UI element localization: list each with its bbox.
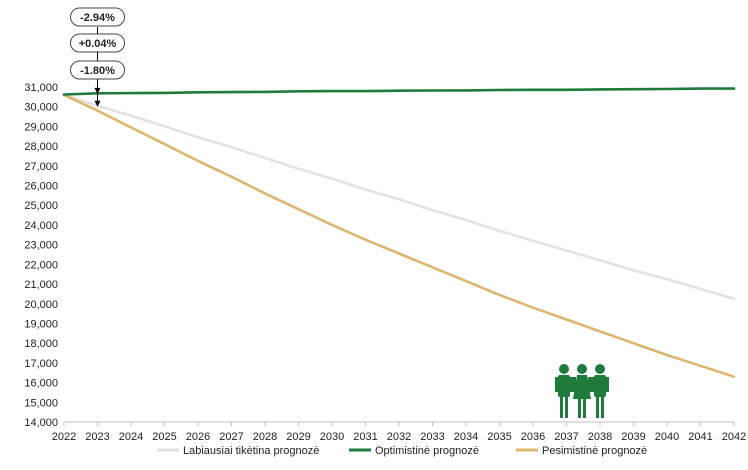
person-arm xyxy=(606,377,609,392)
people-group-icon xyxy=(555,364,609,418)
person-leg xyxy=(578,397,581,418)
legend-label: Optimistinė prognozė xyxy=(375,445,479,457)
person-leg xyxy=(565,397,568,418)
x-tick-label: 2031 xyxy=(353,431,377,443)
y-tick-label: 18,000 xyxy=(24,338,58,350)
person-leg xyxy=(560,397,563,418)
person-arm xyxy=(570,377,573,392)
series-line-3 xyxy=(62,93,736,379)
x-tick-label: 2029 xyxy=(286,431,310,443)
x-tick-label: 2026 xyxy=(186,431,210,443)
legend-label: Labiausiai tikėtina prognozė xyxy=(183,445,319,457)
y-tick-label: 31,000 xyxy=(24,82,58,94)
x-tick-label: 2025 xyxy=(152,431,176,443)
x-tick-label: 2033 xyxy=(420,431,444,443)
x-tick-label: 2027 xyxy=(219,431,243,443)
annotation-arrowhead xyxy=(94,100,101,107)
person-leg xyxy=(601,397,604,418)
x-tick-label: 2034 xyxy=(454,431,478,443)
series-lines xyxy=(62,87,736,379)
y-tick-label: 15,000 xyxy=(24,397,58,409)
x-tick-label: 2030 xyxy=(320,431,344,443)
person-body xyxy=(558,375,570,397)
y-tick-label: 28,000 xyxy=(24,141,58,153)
annotation-label: -1.80% xyxy=(80,65,115,77)
person-arm xyxy=(555,377,558,392)
y-tick-label: 22,000 xyxy=(24,259,58,271)
person-body xyxy=(573,375,591,399)
series-line-2 xyxy=(62,87,736,96)
annotation-bubble xyxy=(70,60,125,80)
person-head xyxy=(577,364,587,374)
y-tick-label: 30,000 xyxy=(24,102,58,114)
x-tick-label: 2038 xyxy=(588,431,612,443)
annotation-label: +0.04% xyxy=(79,38,117,50)
person-body xyxy=(594,375,606,397)
annotation-callouts: -2.94% +0.04% -1.80% xyxy=(70,7,125,107)
y-tick-label: 23,000 xyxy=(24,240,58,252)
y-tick-label: 24,000 xyxy=(24,220,58,232)
x-tick-label: 2023 xyxy=(85,431,109,443)
person-leg xyxy=(596,397,599,418)
y-tick-label: 19,000 xyxy=(24,318,58,330)
x-tick-label: 2039 xyxy=(621,431,645,443)
x-tick-label: 2028 xyxy=(253,431,277,443)
annotation-bubble xyxy=(70,7,125,27)
person-leg xyxy=(583,397,586,418)
x-tick-label: 2040 xyxy=(655,431,679,443)
x-tick-label: 2041 xyxy=(688,431,712,443)
y-tick-label: 16,000 xyxy=(24,378,58,390)
person-head xyxy=(595,364,605,374)
y-tick-label: 14,000 xyxy=(24,417,58,429)
person-arm xyxy=(588,377,591,392)
x-axis: 2022 2023 2024 2025 2026 2027 2028 2029 2030 2031… xyxy=(52,422,746,443)
y-tick-label: 25,000 xyxy=(24,200,58,212)
y-tick-label: 21,000 xyxy=(24,279,58,291)
x-tick-label: 2035 xyxy=(487,431,511,443)
y-tick-label: 29,000 xyxy=(24,121,58,133)
y-tick-label: 27,000 xyxy=(24,161,58,173)
y-axis: 14,000 15,000 16,000 17,000 18,000 19,000 20,0… xyxy=(24,82,58,429)
legend: Labiausiai tikėtina prognozė Optimistinė … xyxy=(157,445,647,457)
x-tick-label: 2042 xyxy=(722,431,746,443)
person-arm xyxy=(591,377,594,392)
annotation-arrowhead xyxy=(94,87,101,94)
annotation-label: -2.94% xyxy=(80,12,115,24)
legend-label: Pesimistinė prognozė xyxy=(542,445,647,457)
series-line-1 xyxy=(62,93,736,301)
person-arm xyxy=(573,377,576,392)
y-tick-label: 20,000 xyxy=(24,299,58,311)
x-tick-label: 2022 xyxy=(52,431,76,443)
y-tick-label: 26,000 xyxy=(24,181,58,193)
x-tick-label: 2024 xyxy=(119,431,143,443)
y-tick-label: 17,000 xyxy=(24,358,58,370)
x-tick-label: 2032 xyxy=(387,431,411,443)
x-tick-label: 2037 xyxy=(554,431,578,443)
x-tick-label: 2036 xyxy=(521,431,545,443)
person-head xyxy=(559,364,569,374)
annotation-bubble xyxy=(70,33,125,53)
